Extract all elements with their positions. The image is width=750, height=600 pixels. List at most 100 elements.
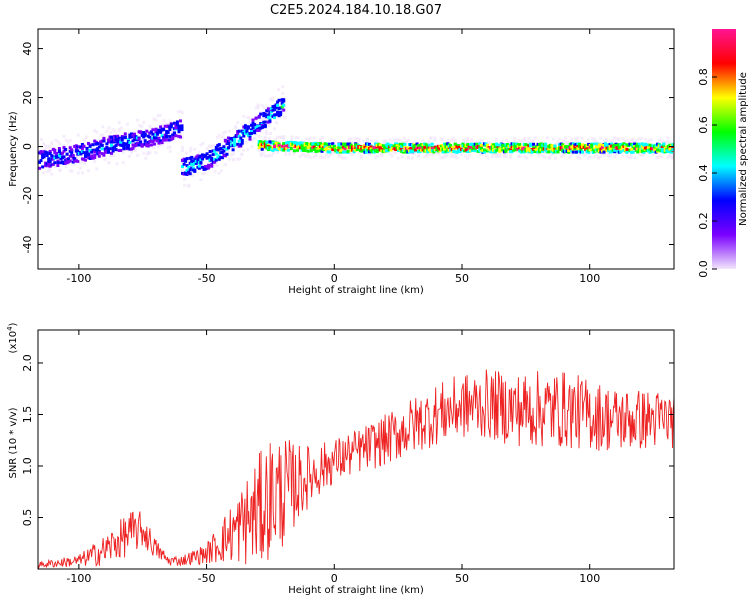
spectrogram-halo-cell xyxy=(400,155,404,159)
spectrogram-halo-cell xyxy=(158,143,162,147)
spectrogram-cell xyxy=(585,144,589,148)
spectrogram-cell xyxy=(163,124,167,128)
spectrogram-halo-cell xyxy=(402,136,406,140)
spectrogram-cell xyxy=(53,161,57,165)
spectrogram-cell xyxy=(201,157,204,161)
spectrogram-cell xyxy=(122,145,126,149)
spectrogram-halo-cell xyxy=(556,143,559,147)
spectrogram-cell xyxy=(482,148,486,152)
spectrogram-cell xyxy=(56,159,60,163)
spectrogram-cell xyxy=(651,144,655,148)
spectrogram-cell xyxy=(421,148,425,152)
spectrogram-cell xyxy=(642,149,646,152)
spectrogram-cell xyxy=(169,125,173,129)
spectrogram-cell xyxy=(199,161,203,165)
spectrogram-halo-cell xyxy=(464,154,467,158)
spectrogram-cell xyxy=(157,128,161,132)
spectrogram-halo-cell xyxy=(76,154,80,158)
spectrogram-cell xyxy=(412,144,416,148)
spectrogram-cell xyxy=(62,149,66,153)
spectrogram-cell xyxy=(231,148,235,152)
spectrogram-halo-cell xyxy=(609,154,613,158)
spectrogram-halo-cell xyxy=(621,137,625,141)
spectrogram-halo-cell xyxy=(154,142,158,146)
spectrogram-cell xyxy=(414,148,417,152)
spectrogram-cell xyxy=(622,142,626,146)
spectrogram-cell xyxy=(496,148,500,152)
spectrogram-halo-cell xyxy=(270,99,274,103)
spectrogram-cell xyxy=(444,142,448,146)
spectrogram-cell xyxy=(110,140,113,144)
spectrogram-cell xyxy=(510,142,514,146)
spectrogram-cell xyxy=(71,154,75,157)
spectrogram-halo-cell xyxy=(250,145,254,149)
spectrogram-halo-cell xyxy=(215,163,219,167)
spectrogram-cell xyxy=(259,112,263,116)
spectrogram-cell xyxy=(346,142,350,146)
spectrogram-cell xyxy=(363,145,367,149)
spectrogram-cell xyxy=(53,148,57,152)
spectrogram-cell xyxy=(191,166,195,170)
spectrogram-halo-cell xyxy=(380,151,384,155)
spectrogram-halo-cell xyxy=(666,136,670,140)
spectrogram-halo-cell xyxy=(148,124,152,128)
spectrogram-cell xyxy=(669,150,673,154)
spectrogram-halo-cell xyxy=(181,136,184,140)
spectrogram-cell xyxy=(47,157,51,161)
spectrogram-cell xyxy=(364,148,368,152)
spectrogram-cell xyxy=(239,136,243,140)
spectrogram-cell xyxy=(80,147,84,151)
spectrogram-halo-cell xyxy=(156,114,160,118)
spectrogram-cell xyxy=(274,141,278,145)
spectrogram-halo-cell xyxy=(238,157,242,161)
spectrogram-cell xyxy=(120,138,124,142)
spectrogram-halo-cell xyxy=(668,140,672,144)
spectrogram-halo-cell xyxy=(598,155,602,159)
snr-x-tick-label: 100 xyxy=(579,572,600,585)
colorbar-tick-label: 0.2 xyxy=(697,212,710,230)
spectrogram-cell xyxy=(406,150,410,154)
spectrogram-cell xyxy=(166,138,170,142)
spectrogram-halo-cell xyxy=(215,136,219,139)
spectrogram-halo-cell xyxy=(647,138,651,142)
spectrogram-cell xyxy=(588,147,592,151)
spectrogram-halo-cell xyxy=(580,136,584,140)
snr-y-tick-label: 1.5 xyxy=(21,406,34,424)
spectrogram-cell xyxy=(308,145,312,149)
spectrogram-cell xyxy=(90,150,94,154)
spectrogram-cell xyxy=(317,146,321,150)
spectrogram-cell xyxy=(163,137,167,141)
spectrogram-halo-cell xyxy=(523,139,527,143)
spectrogram-cell xyxy=(364,142,368,146)
spectrogram-cell xyxy=(279,106,283,110)
spectrogram-cell xyxy=(102,139,106,143)
spectrogram-cell xyxy=(548,143,552,147)
spectrogram-cell xyxy=(633,145,637,148)
spectrogram-cell xyxy=(269,114,273,117)
spectrogram-halo-cell xyxy=(156,145,160,149)
spectrogram-cell xyxy=(360,147,364,151)
spectrogram-cell xyxy=(191,159,195,163)
spectrogram-halo-cell xyxy=(142,151,146,155)
spectrogram-cell xyxy=(409,146,413,150)
spectrogram-cell xyxy=(320,144,324,148)
spectrogram-halo-cell xyxy=(666,140,670,144)
spectrogram-halo-cell xyxy=(427,153,431,157)
spectrogram-cell xyxy=(185,172,189,176)
spectrogram-halo-cell xyxy=(576,136,580,140)
spectrogram-halo-cell xyxy=(83,137,86,141)
spectrogram-cell xyxy=(623,148,627,152)
spectrogram-cell xyxy=(181,159,184,162)
spectrogram-halo-cell xyxy=(269,154,273,158)
spectrogram-halo-cell xyxy=(339,155,343,159)
spectrogram-cell xyxy=(430,142,434,146)
spectrogram-cell xyxy=(401,142,405,146)
spectrogram-cell xyxy=(486,143,489,147)
spectrogram-cell xyxy=(194,159,198,163)
spectrogram-halo-cell xyxy=(449,155,453,159)
spectrogram-halo-cell xyxy=(603,139,606,143)
spectrogram-halo-cell xyxy=(219,144,223,148)
spectrogram-halo-cell xyxy=(374,155,378,159)
spectrogram-halo-cell xyxy=(254,106,258,110)
spectrogram-cell xyxy=(246,132,250,136)
